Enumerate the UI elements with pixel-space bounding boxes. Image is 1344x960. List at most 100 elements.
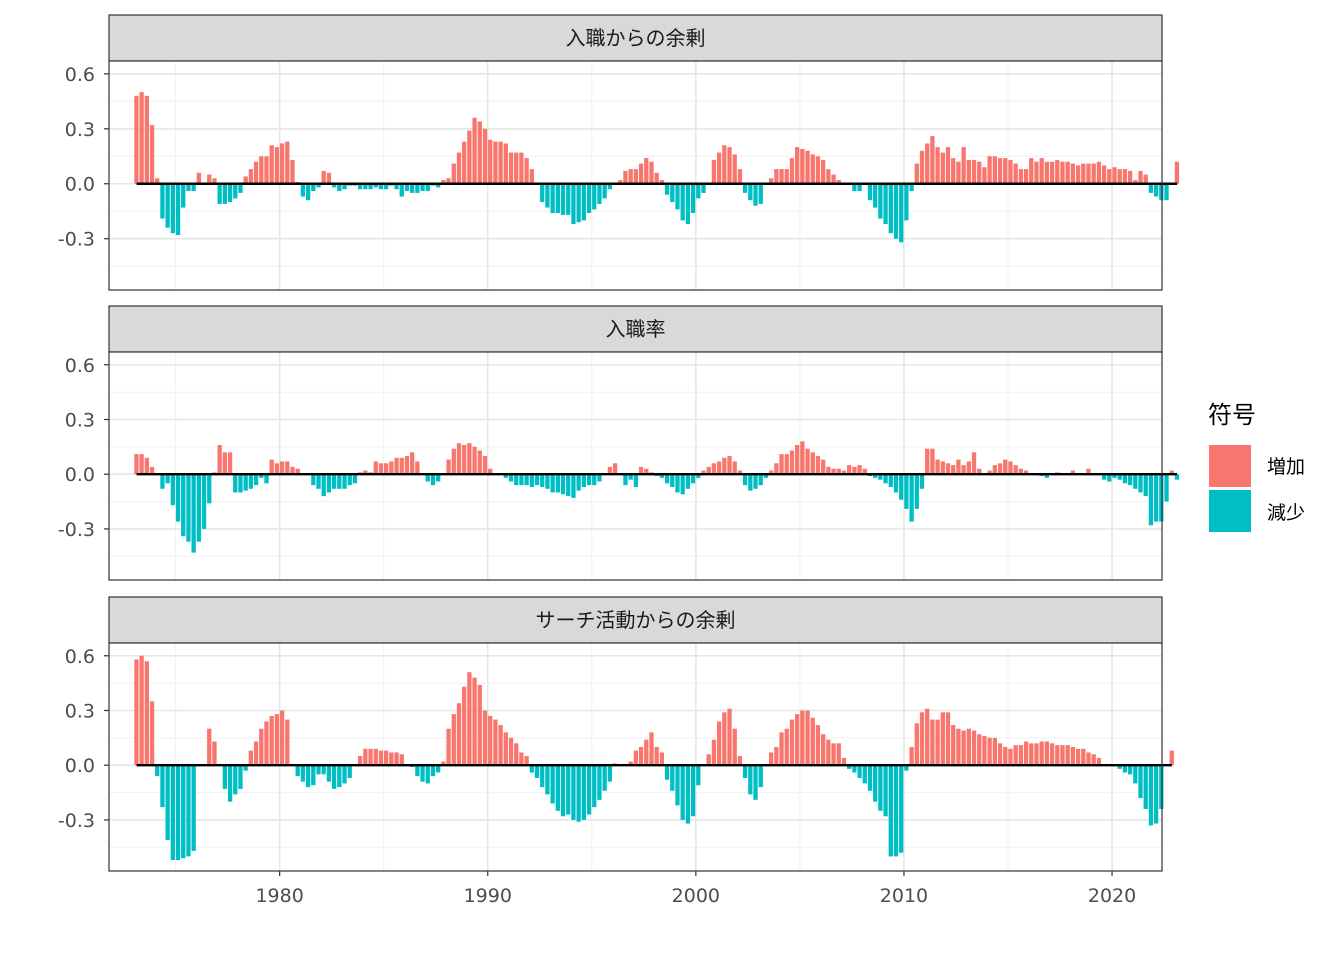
bar-increase	[607, 466, 613, 475]
bar-decrease	[508, 474, 514, 482]
bar-decrease	[571, 183, 576, 225]
bar-decrease	[394, 183, 399, 190]
bar-decrease	[878, 183, 883, 219]
bar-increase	[857, 465, 862, 475]
bar-decrease	[873, 765, 878, 802]
bar-decrease	[248, 474, 254, 489]
bar-decrease	[857, 765, 862, 778]
bar-decrease	[529, 765, 534, 773]
x-tick-label: 1990	[464, 885, 512, 907]
bar-increase	[1122, 169, 1128, 184]
bar-increase	[821, 734, 826, 766]
bar-increase	[956, 728, 961, 766]
bar-decrease	[1101, 474, 1107, 480]
bar-increase	[826, 169, 831, 184]
bar-increase	[253, 161, 259, 184]
bar-increase	[222, 452, 228, 475]
bar-increase	[212, 741, 217, 766]
bar-increase	[1065, 745, 1070, 766]
bar-decrease	[555, 765, 560, 811]
bar-increase	[149, 701, 155, 766]
bar-decrease	[160, 183, 165, 219]
bar-increase	[774, 169, 779, 184]
bar-decrease	[524, 474, 529, 486]
bar-decrease	[592, 183, 597, 210]
bar-decrease	[675, 474, 680, 493]
bar-decrease	[311, 474, 316, 486]
bar-increase	[831, 468, 836, 475]
bar-decrease	[326, 474, 332, 493]
bar-increase	[815, 455, 821, 475]
bar-increase	[1013, 465, 1018, 475]
bar-decrease	[862, 765, 867, 784]
bar-increase	[446, 459, 451, 475]
bar-decrease	[1117, 474, 1122, 480]
bar-increase	[357, 756, 363, 766]
bar-decrease	[571, 765, 576, 820]
bar-increase	[1023, 470, 1029, 475]
bar-increase	[1013, 163, 1018, 184]
bar-decrease	[904, 765, 909, 771]
bar-increase	[789, 450, 795, 475]
bar-decrease	[581, 474, 586, 487]
bar-decrease	[873, 474, 878, 478]
bar-decrease	[342, 474, 347, 489]
bar-decrease	[1143, 474, 1148, 497]
bar-increase	[399, 457, 404, 475]
bar-decrease	[410, 183, 415, 193]
bar-decrease	[311, 183, 316, 192]
bar-decrease	[1164, 183, 1169, 201]
bar-decrease	[748, 765, 753, 795]
bar-decrease	[748, 183, 753, 201]
bar-decrease	[758, 765, 763, 788]
x-axis: 1980 1990 2000 2010 2020	[255, 871, 1136, 907]
bar-decrease	[430, 474, 436, 486]
bar-increase	[482, 128, 488, 184]
bar-decrease	[867, 183, 873, 201]
bar-decrease	[264, 474, 269, 484]
bar-decrease	[696, 765, 701, 786]
bar-increase	[789, 719, 795, 766]
bar-increase	[774, 463, 779, 475]
bar-decrease	[368, 183, 373, 190]
bar-increase	[488, 715, 493, 766]
bar-increase	[477, 684, 482, 766]
bar-increase	[1060, 161, 1065, 184]
bar-decrease	[1174, 474, 1180, 480]
bar-decrease	[436, 765, 441, 773]
bar-increase	[269, 145, 274, 184]
bar-decrease	[883, 765, 888, 817]
bar-increase	[800, 441, 805, 475]
bar-decrease	[165, 765, 170, 840]
bar-increase	[862, 468, 867, 475]
bar-decrease	[566, 474, 571, 497]
bar-increase	[1023, 169, 1029, 184]
panel-strip	[108, 305, 1163, 353]
bar-decrease	[586, 765, 592, 815]
bar-increase	[644, 468, 649, 475]
bar-decrease	[1148, 474, 1154, 526]
bar-decrease	[1117, 765, 1122, 769]
bar-increase	[503, 143, 508, 184]
bar-increase	[654, 746, 659, 766]
bar-decrease	[1143, 765, 1148, 809]
bar-increase	[784, 454, 789, 475]
bar-decrease	[623, 474, 628, 486]
bar-increase	[737, 470, 743, 475]
bar-increase	[987, 737, 992, 766]
bar-increase	[368, 748, 373, 766]
bar-increase	[1055, 745, 1060, 766]
bar-decrease	[888, 183, 893, 234]
bar-decrease	[566, 183, 571, 215]
bar-decrease	[253, 474, 259, 486]
bar-decrease	[670, 765, 675, 791]
bar-increase	[1013, 745, 1018, 766]
bar-increase	[841, 470, 847, 475]
bar-increase	[472, 446, 477, 475]
bar-increase	[1034, 743, 1039, 766]
bar-increase	[285, 461, 290, 475]
bar-decrease	[607, 765, 613, 782]
bar-increase	[373, 748, 378, 766]
bar-decrease	[664, 183, 670, 195]
bar-decrease	[909, 183, 914, 192]
